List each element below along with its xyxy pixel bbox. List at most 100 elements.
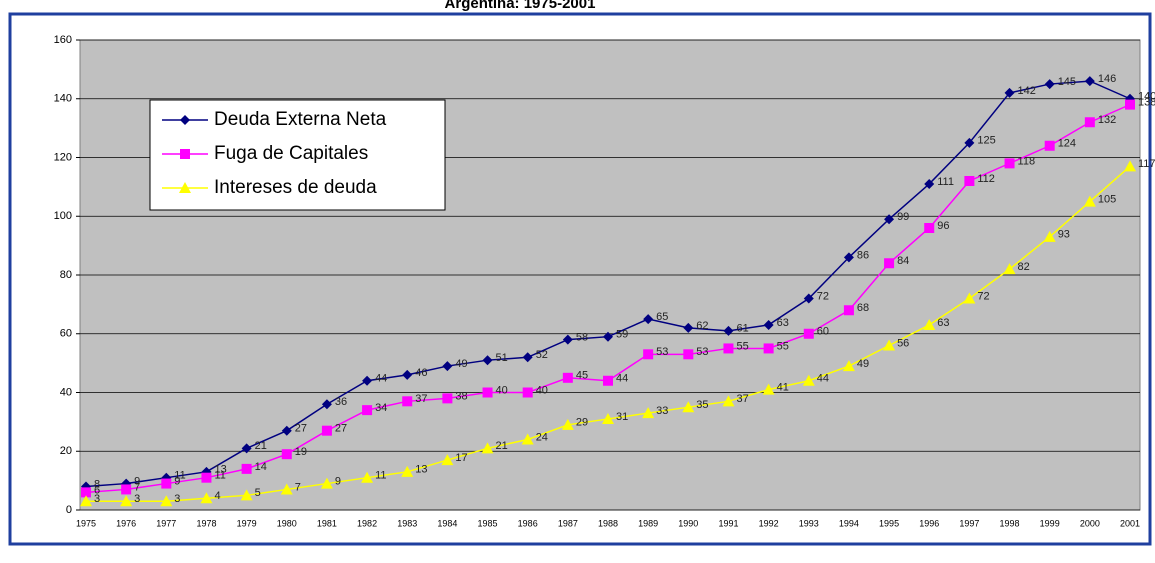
data-label: 21 bbox=[255, 440, 267, 452]
marker bbox=[161, 478, 172, 489]
marker bbox=[280, 483, 293, 495]
data-label: 17 bbox=[455, 452, 467, 464]
data-label: 41 bbox=[777, 381, 789, 393]
data-label: 7 bbox=[295, 481, 301, 493]
data-label: 21 bbox=[496, 440, 508, 452]
marker bbox=[1003, 263, 1016, 275]
marker bbox=[442, 393, 453, 404]
marker bbox=[402, 396, 413, 407]
data-label: 13 bbox=[415, 464, 427, 476]
x-tick-label: 1986 bbox=[518, 518, 538, 528]
data-label: 11 bbox=[214, 470, 225, 482]
x-tick-label: 1983 bbox=[397, 518, 417, 528]
marker bbox=[121, 484, 132, 495]
marker bbox=[643, 314, 654, 325]
x-tick-label: 1995 bbox=[879, 518, 899, 528]
data-label: 45 bbox=[576, 370, 588, 382]
marker bbox=[884, 258, 895, 269]
chart-title: Argentina: 1975-2001 bbox=[445, 0, 596, 12]
y-tick-label: 40 bbox=[60, 386, 72, 398]
marker bbox=[803, 293, 814, 304]
data-label: 117 bbox=[1138, 158, 1155, 170]
marker bbox=[963, 292, 976, 304]
data-label: 9 bbox=[335, 475, 341, 487]
marker bbox=[843, 305, 854, 316]
data-label: 86 bbox=[857, 249, 869, 261]
data-label: 27 bbox=[295, 423, 307, 435]
data-label: 38 bbox=[455, 390, 467, 402]
x-tick-label: 1999 bbox=[1040, 518, 1060, 528]
data-label: 53 bbox=[696, 346, 708, 358]
data-label: 13 bbox=[214, 464, 226, 476]
marker bbox=[842, 360, 855, 372]
marker bbox=[240, 489, 253, 501]
marker bbox=[562, 334, 573, 345]
x-tick-label: 1982 bbox=[357, 518, 377, 528]
data-label: 82 bbox=[1018, 261, 1030, 273]
marker bbox=[81, 487, 91, 498]
marker bbox=[1043, 230, 1056, 242]
x-tick-label: 1979 bbox=[237, 518, 257, 528]
x-tick-label: 1996 bbox=[919, 518, 939, 528]
data-label: 46 bbox=[415, 367, 427, 379]
data-label: 60 bbox=[817, 326, 829, 338]
x-tick-label: 1989 bbox=[638, 518, 658, 528]
marker bbox=[401, 465, 414, 477]
x-tick-label: 1998 bbox=[1000, 518, 1020, 528]
data-label: 55 bbox=[777, 340, 789, 352]
marker bbox=[180, 149, 190, 159]
data-label: 61 bbox=[736, 323, 748, 335]
marker bbox=[923, 318, 936, 330]
data-label: 11 bbox=[174, 470, 185, 482]
data-label: 9 bbox=[134, 475, 140, 487]
data-label: 72 bbox=[817, 290, 829, 302]
marker bbox=[320, 477, 333, 489]
data-label: 142 bbox=[1018, 85, 1036, 97]
legend-label: Deuda Externa Neta bbox=[214, 109, 387, 130]
data-label: 84 bbox=[897, 255, 909, 267]
data-label: 63 bbox=[777, 317, 789, 329]
marker bbox=[179, 182, 191, 193]
marker bbox=[1044, 140, 1055, 151]
x-tick-label: 1977 bbox=[156, 518, 176, 528]
marker bbox=[602, 412, 614, 424]
marker bbox=[1004, 158, 1015, 169]
data-label: 99 bbox=[897, 211, 909, 223]
data-label: 125 bbox=[977, 135, 995, 147]
marker bbox=[763, 319, 774, 330]
data-label: 35 bbox=[696, 399, 708, 411]
marker bbox=[964, 176, 975, 186]
x-tick-label: 1987 bbox=[558, 518, 578, 528]
data-label: 36 bbox=[335, 396, 347, 408]
marker bbox=[362, 405, 373, 416]
data-label: 5 bbox=[255, 487, 261, 499]
marker bbox=[723, 343, 734, 354]
data-label: 3 bbox=[94, 493, 100, 505]
marker bbox=[522, 352, 533, 363]
marker bbox=[802, 374, 815, 386]
x-tick-label: 1988 bbox=[598, 518, 618, 528]
x-tick-label: 1980 bbox=[277, 518, 297, 528]
data-label: 55 bbox=[736, 340, 748, 352]
legend-label: Intereses de deuda bbox=[214, 177, 377, 198]
y-tick-label: 20 bbox=[60, 445, 72, 457]
x-tick-label: 1991 bbox=[718, 518, 738, 528]
data-label: 40 bbox=[536, 384, 548, 396]
data-label: 118 bbox=[1018, 155, 1036, 167]
x-tick-label: 1976 bbox=[116, 518, 136, 528]
marker bbox=[80, 495, 92, 507]
data-label: 4 bbox=[214, 490, 220, 502]
data-label: 72 bbox=[977, 290, 989, 302]
marker bbox=[160, 495, 173, 507]
data-label: 124 bbox=[1058, 138, 1076, 150]
data-label: 40 bbox=[496, 384, 508, 396]
x-tick-label: 1981 bbox=[317, 518, 337, 528]
data-label: 7 bbox=[134, 481, 140, 493]
marker bbox=[924, 223, 935, 233]
x-tick-label: 2000 bbox=[1080, 518, 1100, 528]
marker bbox=[201, 472, 212, 483]
marker bbox=[521, 433, 534, 445]
data-label: 31 bbox=[616, 411, 628, 423]
marker bbox=[1044, 79, 1055, 90]
